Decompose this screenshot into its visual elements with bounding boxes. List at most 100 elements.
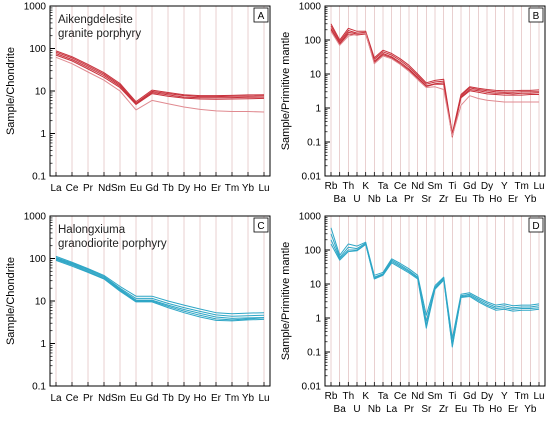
x-tick-label: Eu bbox=[130, 183, 142, 194]
series-line bbox=[330, 25, 539, 136]
x-tick-label: La bbox=[386, 404, 398, 415]
y-tick-label: 1000 bbox=[299, 2, 322, 13]
x-tick-label: Zr bbox=[439, 404, 449, 415]
y-axis-label: Sample/Primitive mantle bbox=[280, 242, 292, 361]
x-tick-label: Ce bbox=[66, 393, 79, 404]
x-tick-label: La bbox=[386, 194, 398, 205]
x-tick-label: Ce bbox=[394, 181, 407, 192]
y-tick-label: 0.01 bbox=[302, 382, 322, 393]
x-tick-label: Dy bbox=[481, 391, 493, 402]
y-axis-label: Sample/Chondrite bbox=[5, 257, 17, 345]
x-tick-label: Er bbox=[508, 194, 519, 205]
x-tick-label: Pr bbox=[404, 194, 415, 205]
x-tick-label: Tm bbox=[514, 181, 528, 192]
x-tick-label: Nd bbox=[411, 391, 424, 402]
x-tick-label: Yb bbox=[242, 393, 255, 404]
panel-label: B bbox=[533, 11, 540, 22]
x-tick-label: Tm bbox=[225, 183, 239, 194]
x-tick-label: K bbox=[362, 181, 369, 192]
x-tick-label: Tb bbox=[472, 404, 484, 415]
panel-b: 0.01 0.1 1 10 100 1000 Rb Ba Th UK Nb Ta La Ce Pr Nd Sr S… bbox=[280, 2, 546, 205]
x-tick-label: Zr bbox=[439, 194, 449, 205]
series-line bbox=[55, 50, 265, 103]
x-tick-label: La bbox=[50, 393, 62, 404]
y-tick-label: 0.01 bbox=[302, 172, 322, 183]
panel-label-box bbox=[528, 217, 544, 233]
y-tick-label: 0.1 bbox=[32, 382, 46, 393]
x-tick-label: Lu bbox=[533, 391, 544, 402]
x-tick-label: Dy bbox=[178, 183, 190, 194]
series-line bbox=[55, 259, 265, 322]
x-tick-label: Nd bbox=[411, 181, 424, 192]
x-tick-label: U bbox=[353, 194, 360, 205]
series-line bbox=[55, 56, 265, 113]
x-tick-label: K bbox=[362, 391, 369, 402]
y-tick-label: 1 bbox=[315, 314, 321, 325]
x-tick-label: Pr bbox=[404, 404, 415, 415]
x-tick-label: Eu bbox=[455, 404, 467, 415]
x-tick-label: Yb bbox=[242, 183, 255, 194]
series-line bbox=[55, 255, 265, 315]
x-tick-label: Sm bbox=[428, 181, 443, 192]
x-tick-label: Tb bbox=[162, 393, 174, 404]
series-line bbox=[55, 51, 265, 104]
x-tick-label: NdSm bbox=[98, 393, 126, 404]
x-tick-label: Ho bbox=[194, 393, 207, 404]
series-line bbox=[330, 31, 539, 137]
x-tick-label: Rb bbox=[325, 391, 338, 402]
x-tick-label: Dy bbox=[178, 393, 190, 404]
x-tick-label: Er bbox=[211, 393, 222, 404]
x-tick-label: Ba bbox=[334, 404, 347, 415]
x-tick-label: La bbox=[50, 183, 62, 194]
x-tick-label: Nb bbox=[368, 194, 381, 205]
y-tick-label: 1000 bbox=[24, 212, 47, 223]
x-tick-label: Gd bbox=[145, 183, 158, 194]
y-tick-label: 10 bbox=[35, 297, 47, 308]
series-line bbox=[330, 243, 540, 348]
series-line bbox=[55, 258, 265, 321]
x-tick-label: Th bbox=[342, 181, 354, 192]
y-tick-label: 10 bbox=[35, 87, 47, 98]
x-tick-label: Lu bbox=[258, 393, 269, 404]
x-tick-label: Er bbox=[508, 404, 519, 415]
x-tick-label: Yb bbox=[524, 404, 537, 415]
y-tick-label: 0.1 bbox=[307, 138, 321, 149]
x-tick-label: Th bbox=[342, 391, 354, 402]
x-tick-label: Gd bbox=[145, 393, 158, 404]
series-line bbox=[55, 54, 265, 105]
x-tick-label: Sr bbox=[421, 194, 432, 205]
x-tick-label: Tb bbox=[162, 183, 174, 194]
panel-title: granodiorite porphyry bbox=[58, 238, 167, 250]
series-line bbox=[330, 23, 540, 134]
x-tick-label: Ti bbox=[448, 391, 456, 402]
panel-title: Aikengdelesite bbox=[58, 14, 133, 26]
x-tick-label: Lu bbox=[258, 183, 269, 194]
x-tick-label: Gd bbox=[463, 391, 476, 402]
y-tick-label: 10 bbox=[310, 280, 322, 291]
x-tick-label: Y bbox=[501, 181, 508, 192]
x-tick-label: Ta bbox=[378, 391, 389, 402]
y-tick-label: 1 bbox=[40, 339, 46, 350]
panel-c: 0.1 1 10 100 1000 La Ce Pr NdSm Eu Gd Tb Dy Ho Er Tm Yb L… bbox=[5, 212, 271, 404]
y-tick-label: 1000 bbox=[24, 2, 47, 13]
x-tick-label: Ho bbox=[194, 183, 207, 194]
x-tick-label: Ti bbox=[448, 181, 456, 192]
y-tick-label: 100 bbox=[29, 44, 46, 55]
x-tick-label: Dy bbox=[481, 181, 493, 192]
y-tick-label: 1000 bbox=[299, 212, 322, 223]
panel-title: Halongxiuma bbox=[58, 224, 126, 236]
y-tick-label: 100 bbox=[304, 36, 321, 47]
x-tick-label: Yb bbox=[524, 194, 537, 205]
series-line bbox=[55, 258, 265, 319]
series-line bbox=[55, 53, 265, 105]
x-tick-label: Sm bbox=[428, 391, 443, 402]
x-tick-label: Er bbox=[211, 183, 222, 194]
x-tick-label: Y bbox=[501, 391, 508, 402]
panel-label: A bbox=[258, 11, 265, 22]
panel-d: 0.01 0.1 1 10 100 1000 Rb Ba Th UK Nb Ta La Ce Pr Nd Sr S… bbox=[280, 212, 546, 415]
x-tick-label: Rb bbox=[325, 181, 338, 192]
x-tick-label: Ho bbox=[489, 404, 502, 415]
series-line bbox=[55, 257, 265, 317]
x-tick-label: Ce bbox=[66, 183, 79, 194]
